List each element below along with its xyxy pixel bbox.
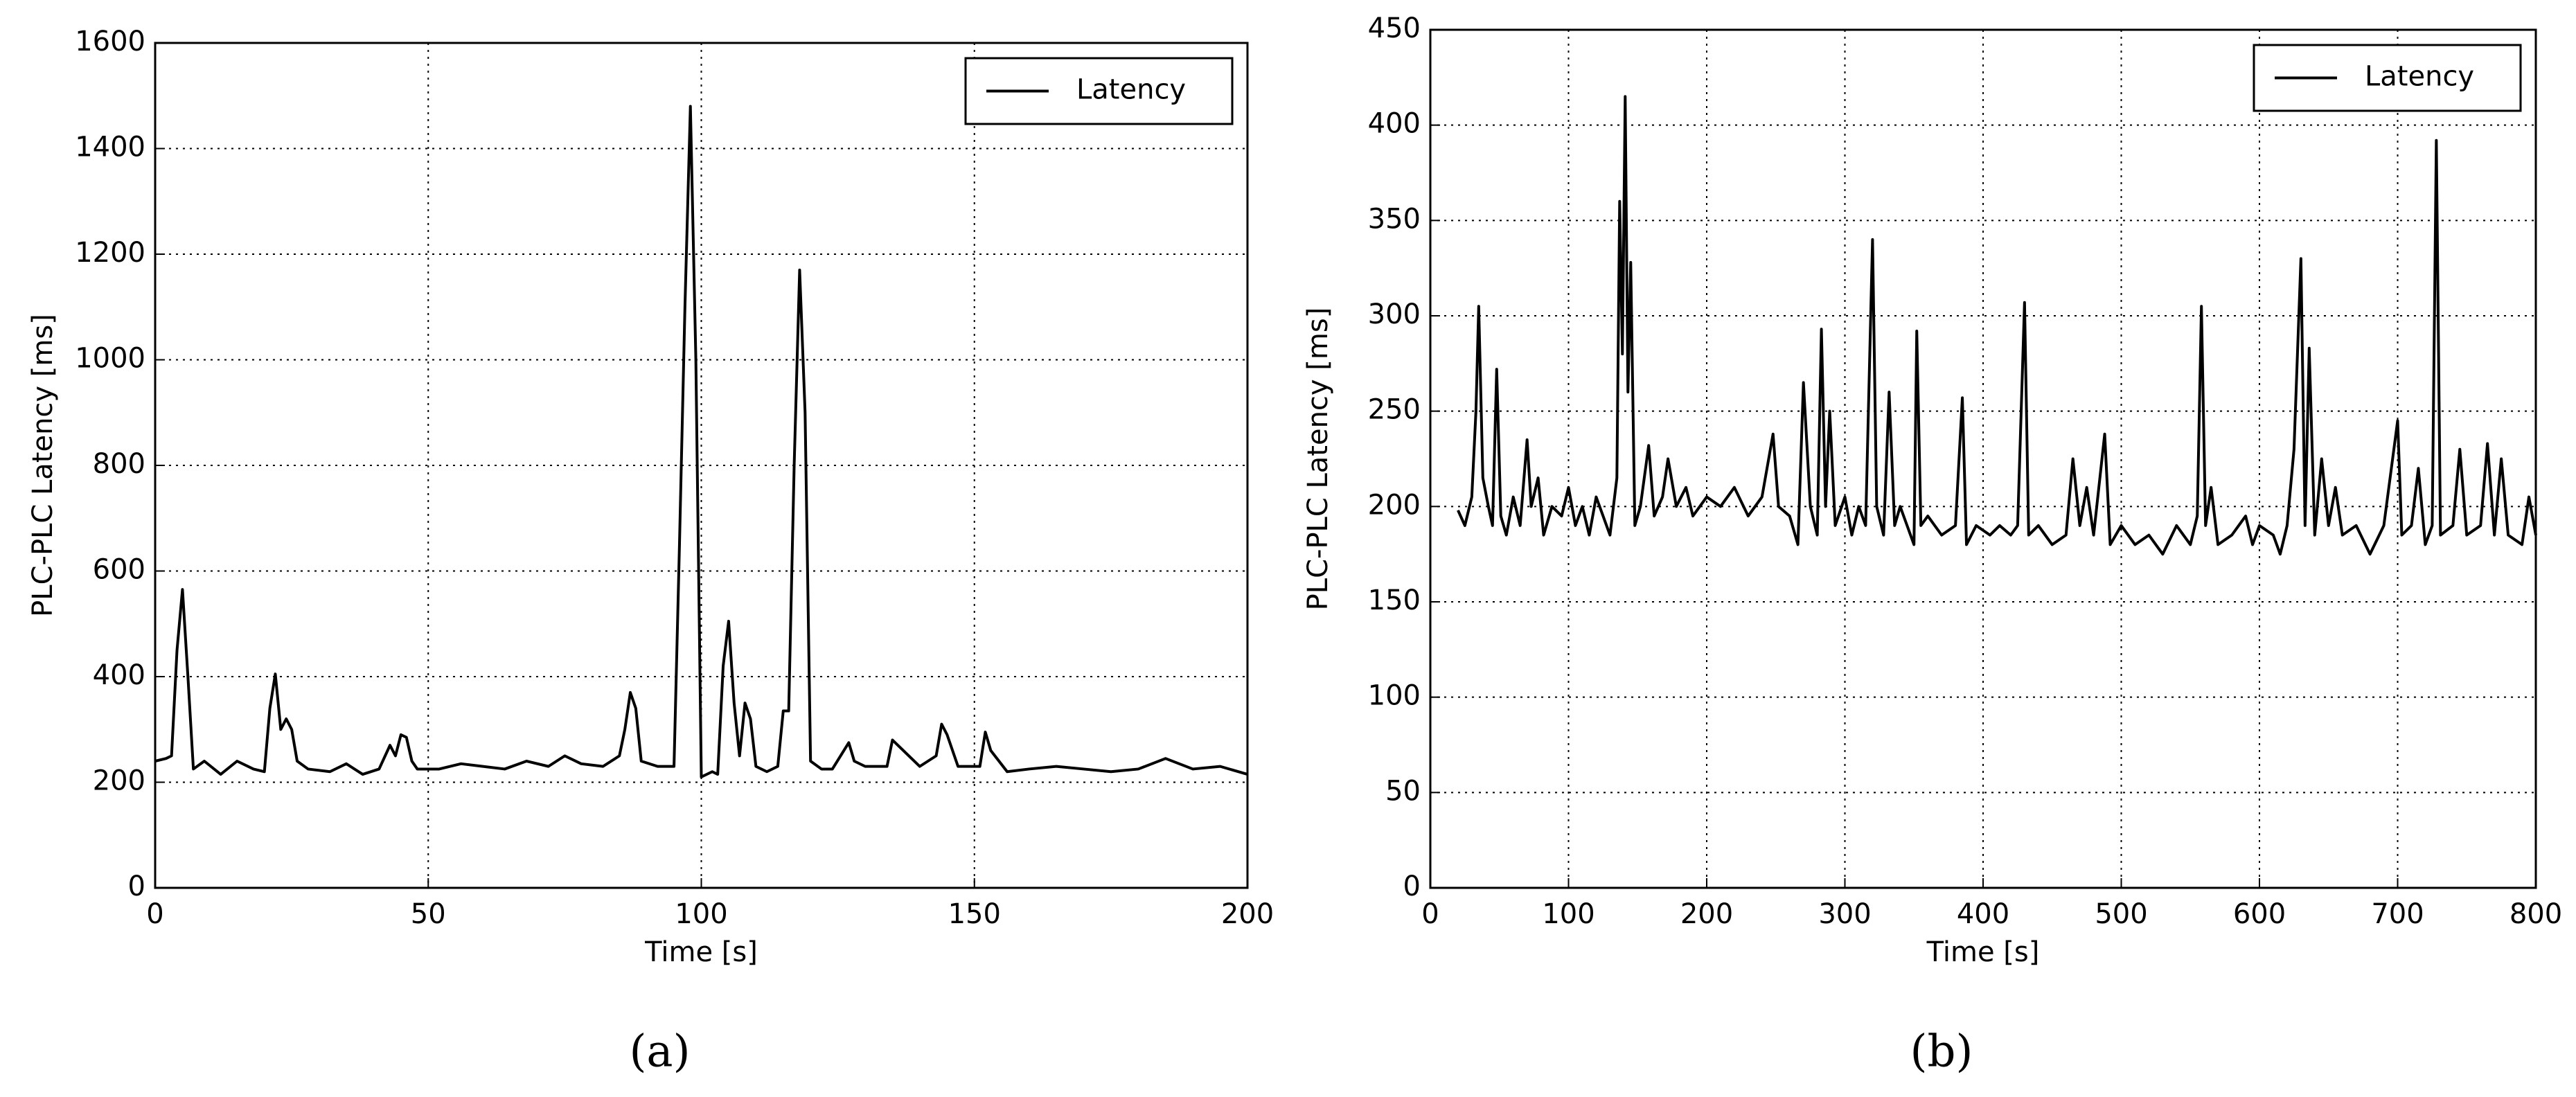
x-axis-label: Time [s] — [644, 936, 758, 968]
legend-label: Latency — [1076, 74, 1186, 106]
caption: (a) — [629, 1026, 690, 1078]
y-tick-label: 150 — [1368, 585, 1421, 616]
x-tick-label: 100 — [675, 898, 727, 930]
plot-frame — [1429, 28, 2537, 889]
y-tick-label: 800 — [93, 448, 145, 480]
data-line — [1457, 95, 2537, 556]
y-tick-label: 0 — [1403, 871, 1421, 902]
y-tick-label: 100 — [1368, 680, 1421, 712]
y-tick-label: 250 — [1368, 394, 1421, 426]
x-tick-label: 200 — [1680, 898, 1733, 930]
x-tick-label: 500 — [2095, 898, 2147, 930]
y-axis-label: PLC-PLC Latency [ms] — [27, 314, 59, 617]
y-tick-label: 200 — [1368, 489, 1421, 521]
x-tick-label: 400 — [1957, 898, 2009, 930]
legend-label: Latency — [2365, 61, 2474, 93]
y-tick-label: 50 — [1385, 775, 1421, 807]
x-tick-label: 100 — [1542, 898, 1595, 930]
y-tick-label: 1000 — [75, 343, 145, 375]
x-tick-label: 300 — [1818, 898, 1871, 930]
y-tick-label: 1200 — [75, 237, 145, 269]
x-axis-label: Time [s] — [1926, 936, 2040, 968]
y-tick-label: 450 — [1368, 12, 1421, 44]
x-tick-label: 600 — [2233, 898, 2286, 930]
y-tick-label: 400 — [1368, 108, 1421, 140]
y-tick-label: 350 — [1368, 203, 1421, 235]
x-tick-label: 50 — [411, 898, 446, 930]
x-tick-label: 0 — [146, 898, 163, 930]
x-tick-label: 800 — [2510, 898, 2562, 930]
caption: (b) — [1910, 1026, 1973, 1078]
y-tick-label: 0 — [128, 871, 145, 902]
y-tick-label: 400 — [93, 659, 145, 691]
y-tick-label: 600 — [93, 554, 145, 586]
data-line — [154, 105, 1248, 778]
y-axis-label: PLC-PLC Latency [ms] — [1302, 307, 1334, 611]
plot-frame — [154, 42, 1249, 889]
y-tick-label: 1600 — [75, 26, 145, 57]
y-tick-label: 1400 — [75, 132, 145, 163]
y-tick-label: 200 — [93, 765, 145, 797]
y-tick-label: 300 — [1368, 298, 1421, 330]
x-tick-label: 0 — [1421, 898, 1439, 930]
x-tick-label: 200 — [1221, 898, 1274, 930]
x-tick-label: 700 — [2371, 898, 2424, 930]
x-tick-label: 150 — [948, 898, 1001, 930]
